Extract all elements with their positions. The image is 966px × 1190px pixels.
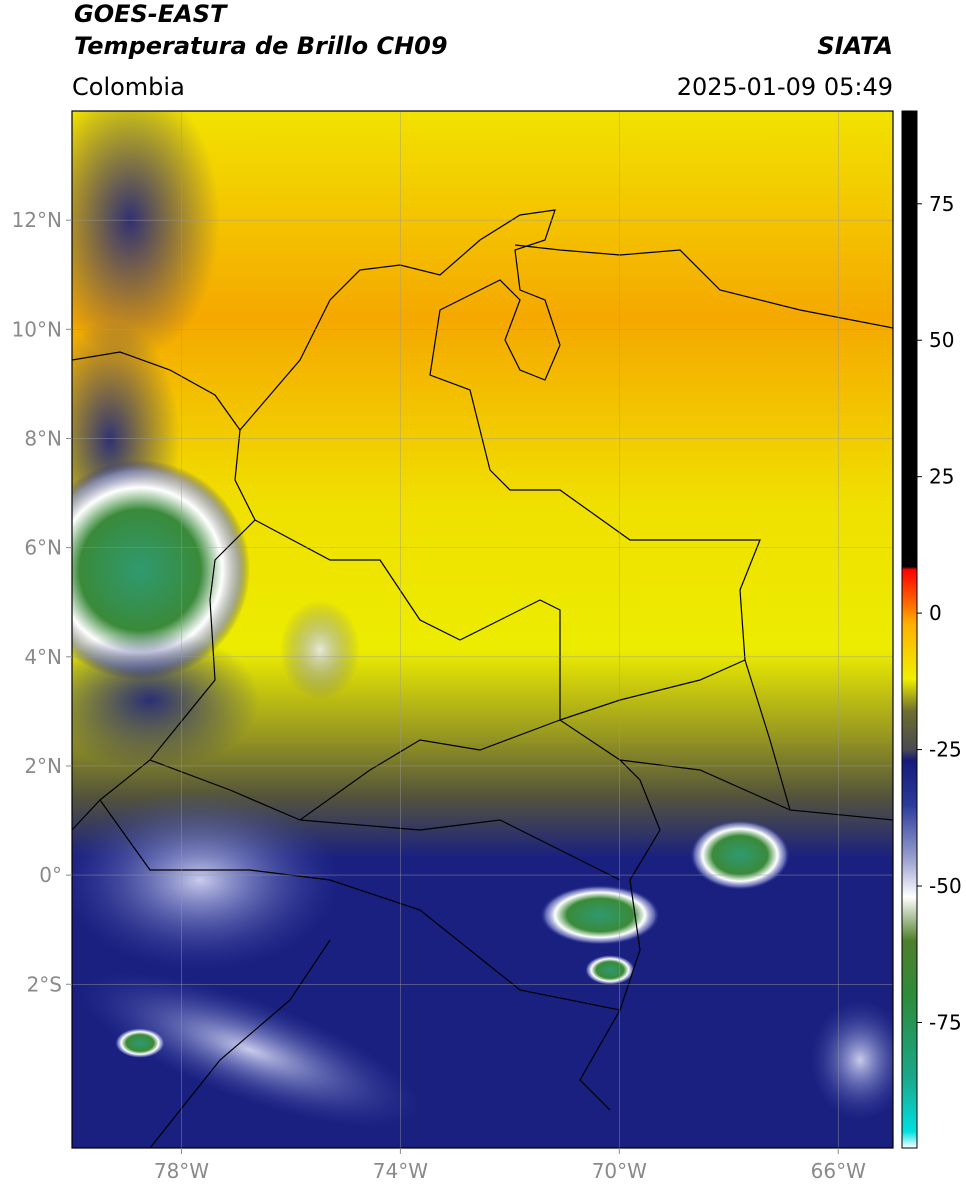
y-tick-label: 12°N (12, 208, 62, 232)
agency: SIATA (817, 32, 893, 60)
colorbar-tick-label: -25 (929, 738, 962, 762)
colorbar-tick-label: -50 (929, 874, 962, 898)
coastlines (72, 209, 893, 1148)
y-tick-label: 2°S (27, 972, 62, 996)
x-tick-label: 70°W (592, 1159, 647, 1183)
colorbar-tick-label: 75 (929, 192, 954, 216)
satellite-image (72, 111, 893, 1148)
y-tick-label: 6°N (24, 536, 62, 560)
colorbar-tick-label: 50 (929, 328, 954, 352)
x-tick-label: 66°W (811, 1159, 866, 1183)
x-tick-label: 74°W (373, 1159, 428, 1183)
product-title: Temperatura de Brillo CH09 (74, 32, 448, 60)
y-tick-label: 4°N (24, 645, 62, 669)
graticule (72, 111, 893, 1148)
map-frame (71, 110, 894, 1149)
y-tick-label: 10°N (12, 317, 62, 341)
source-title: GOES-EAST (74, 0, 228, 28)
y-tick-label: 8°N (24, 426, 62, 450)
colorbar-tick-label: 25 (929, 465, 954, 489)
x-tick-label: 78°W (154, 1159, 209, 1183)
y-tick-label: 2°N (24, 754, 62, 778)
region: Colombia (72, 73, 185, 101)
colorbar-tick-label: -75 (929, 1010, 962, 1034)
colorbar-tick-label: 0 (929, 601, 942, 625)
colorbar (901, 110, 918, 1149)
datetime: 2025-01-09 05:49 (677, 73, 893, 101)
y-tick-label: 0° (39, 863, 62, 887)
